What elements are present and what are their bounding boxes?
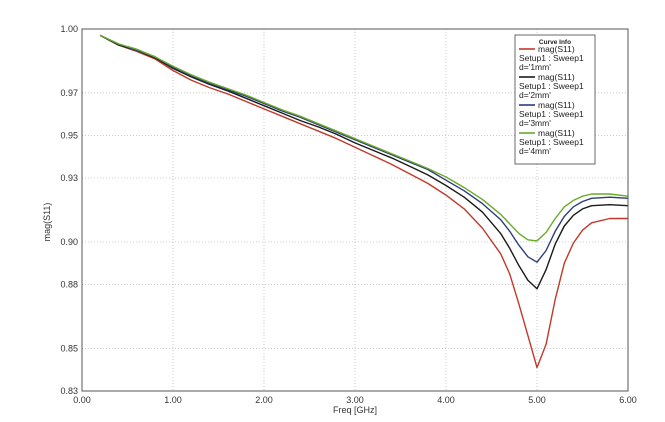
y-tick-label: 0.97 — [60, 88, 78, 98]
y-tick-label: 0.90 — [60, 237, 78, 247]
legend-label-1: d='1mm' — [519, 62, 551, 72]
x-tick-label: 3.00 — [346, 395, 364, 405]
y-tick-labels: 0.83 0.85 0.88 0.90 0.93 0.95 0.97 1.00 — [60, 24, 78, 396]
plot-frame — [81, 28, 629, 392]
legend-label-2: d='2mm' — [519, 90, 551, 100]
legend-label-2: Setup1 : Sweep1 — [519, 81, 584, 91]
y-tick-label: 0.88 — [60, 280, 78, 290]
legend-title: Curve Info — [539, 39, 571, 46]
legend-label-3: mag(S11) — [538, 100, 575, 110]
legend-label-1: mag(S11) — [538, 44, 575, 54]
y-axis-title: mag(S11) — [42, 203, 52, 242]
legend-label-4: Setup1 : Sweep1 — [519, 137, 584, 147]
legend-box — [514, 34, 596, 165]
y-tick-label: 0.95 — [60, 130, 78, 140]
series-line-2 — [99, 34, 629, 290]
x-tick-label: 2.00 — [255, 395, 273, 405]
y-tick-label: 1.00 — [60, 24, 78, 34]
series-line-4 — [99, 34, 629, 242]
legend-label-3: Setup1 : Sweep1 — [519, 109, 584, 119]
series-line-3 — [99, 34, 629, 263]
legend-label-3: d='3mm' — [519, 118, 551, 128]
legend-label-1: Setup1 : Sweep1 — [519, 53, 584, 63]
x-tick-label: 5.00 — [528, 395, 546, 405]
series-layer — [99, 34, 629, 369]
x-axis-title: Freq [GHz] — [333, 405, 377, 415]
y-tick-label: 0.83 — [60, 386, 78, 396]
y-tick-label: 0.93 — [60, 173, 78, 183]
x-tick-label: 4.00 — [437, 395, 455, 405]
legend-label-4: mag(S11) — [538, 128, 575, 138]
x-tick-labels: 0.00 1.00 2.00 3.00 4.00 5.00 6.00 — [73, 395, 637, 405]
y-tick-label: 0.85 — [60, 343, 78, 353]
x-tick-label: 6.00 — [619, 395, 637, 405]
legend-label-4: d='4mm' — [519, 146, 551, 156]
series-line-1 — [99, 34, 628, 369]
legend: Curve Info mag(S11)Setup1 : Sweep1d='1mm… — [514, 34, 596, 165]
legend-label-2: mag(S11) — [538, 72, 575, 82]
x-tick-label: 0.00 — [73, 395, 91, 405]
x-tick-label: 1.00 — [164, 395, 182, 405]
